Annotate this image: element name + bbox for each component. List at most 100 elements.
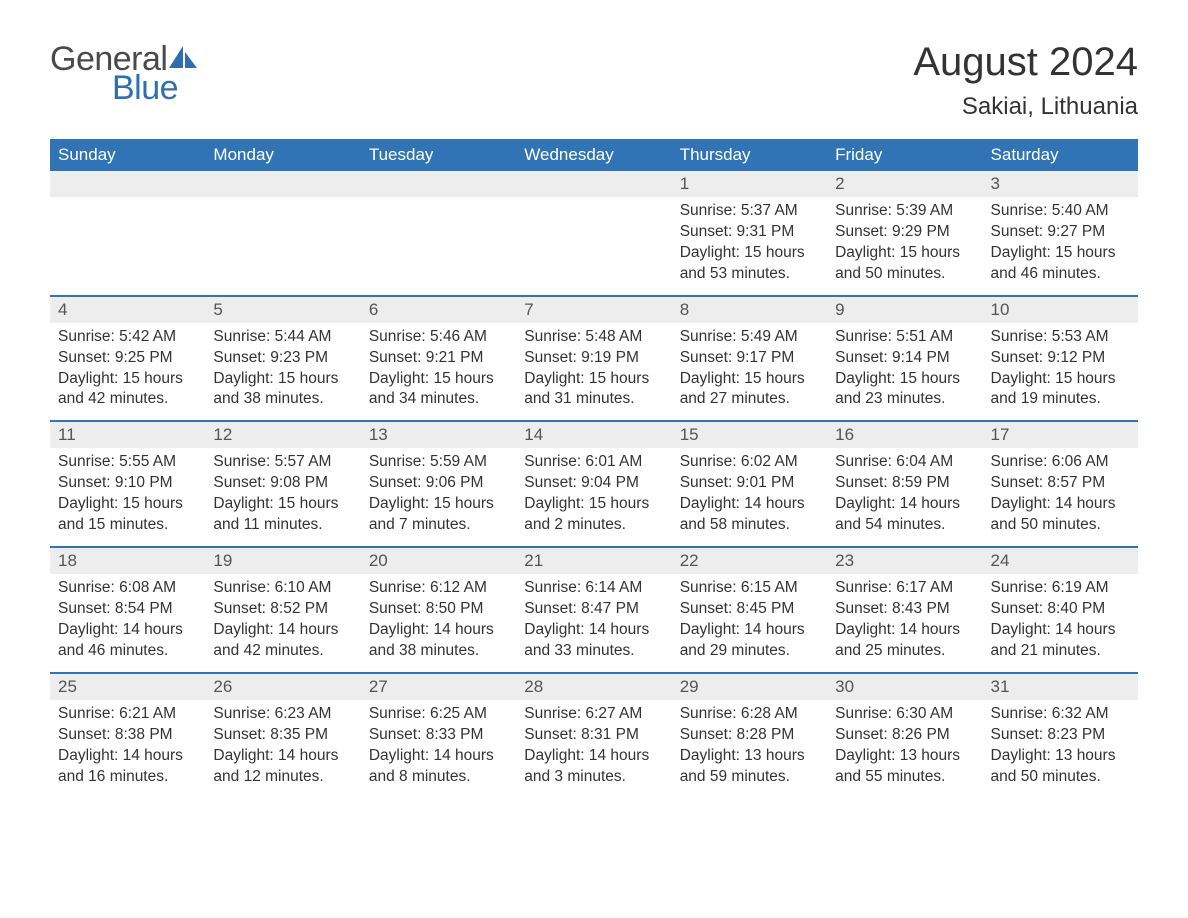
daylight2-line: and 3 minutes. [524,767,663,788]
sunset-line: Sunset: 9:17 PM [680,348,819,369]
day-number: 27 [361,674,516,700]
daylight2-line: and 50 minutes. [991,767,1130,788]
day-details: Sunrise: 6:06 AMSunset: 8:57 PMDaylight:… [983,448,1138,536]
day-details: Sunrise: 5:39 AMSunset: 9:29 PMDaylight:… [827,197,982,285]
day-number: 25 [50,674,205,700]
sunrise-line: Sunrise: 5:46 AM [369,327,508,348]
sunrise-line: Sunrise: 5:53 AM [991,327,1130,348]
sunrise-line: Sunrise: 6:27 AM [524,704,663,725]
daylight2-line: and 33 minutes. [524,641,663,662]
day-cell: 3Sunrise: 5:40 AMSunset: 9:27 PMDaylight… [983,171,1138,295]
day-cell [50,171,205,295]
day-cell: 4Sunrise: 5:42 AMSunset: 9:25 PMDaylight… [50,297,205,421]
daylight2-line: and 59 minutes. [680,767,819,788]
sunrise-line: Sunrise: 6:19 AM [991,578,1130,599]
day-cell: 7Sunrise: 5:48 AMSunset: 9:19 PMDaylight… [516,297,671,421]
day-number: 9 [827,297,982,323]
day-number: 6 [361,297,516,323]
sunset-line: Sunset: 8:54 PM [58,599,197,620]
sunset-line: Sunset: 9:19 PM [524,348,663,369]
daylight1-line: Daylight: 14 hours [991,620,1130,641]
daylight1-line: Daylight: 15 hours [524,369,663,390]
daylight2-line: and 12 minutes. [213,767,352,788]
day-number: 4 [50,297,205,323]
sunset-line: Sunset: 8:33 PM [369,725,508,746]
day-number: 3 [983,171,1138,197]
day-cell: 19Sunrise: 6:10 AMSunset: 8:52 PMDayligh… [205,548,360,672]
day-number: 2 [827,171,982,197]
daylight2-line: and 53 minutes. [680,264,819,285]
day-number: 31 [983,674,1138,700]
sunrise-line: Sunrise: 6:25 AM [369,704,508,725]
day-cell: 22Sunrise: 6:15 AMSunset: 8:45 PMDayligh… [672,548,827,672]
sunrise-line: Sunrise: 5:59 AM [369,452,508,473]
week-row: 25Sunrise: 6:21 AMSunset: 8:38 PMDayligh… [50,672,1138,798]
sunrise-line: Sunrise: 5:48 AM [524,327,663,348]
sunset-line: Sunset: 8:43 PM [835,599,974,620]
brand-word2: Blue [112,69,178,108]
weekday-header: Sunday [50,139,205,171]
sunset-line: Sunset: 8:40 PM [991,599,1130,620]
day-cell: 26Sunrise: 6:23 AMSunset: 8:35 PMDayligh… [205,674,360,798]
day-number: 10 [983,297,1138,323]
day-details: Sunrise: 6:32 AMSunset: 8:23 PMDaylight:… [983,700,1138,788]
sunrise-line: Sunrise: 5:57 AM [213,452,352,473]
daylight2-line: and 58 minutes. [680,515,819,536]
day-cell: 8Sunrise: 5:49 AMSunset: 9:17 PMDaylight… [672,297,827,421]
daylight1-line: Daylight: 14 hours [835,494,974,515]
day-cell: 9Sunrise: 5:51 AMSunset: 9:14 PMDaylight… [827,297,982,421]
day-cell: 14Sunrise: 6:01 AMSunset: 9:04 PMDayligh… [516,422,671,546]
sunset-line: Sunset: 9:10 PM [58,473,197,494]
daylight1-line: Daylight: 15 hours [213,494,352,515]
daylight2-line: and 29 minutes. [680,641,819,662]
sunrise-line: Sunrise: 5:42 AM [58,327,197,348]
daylight2-line: and 7 minutes. [369,515,508,536]
sunset-line: Sunset: 8:28 PM [680,725,819,746]
daylight2-line: and 55 minutes. [835,767,974,788]
day-cell: 10Sunrise: 5:53 AMSunset: 9:12 PMDayligh… [983,297,1138,421]
daylight1-line: Daylight: 14 hours [524,746,663,767]
day-number: 19 [205,548,360,574]
day-number [50,171,205,197]
day-number: 17 [983,422,1138,448]
page-header: General Blue August 2024 Sakiai, Lithuan… [50,40,1138,121]
day-number: 1 [672,171,827,197]
sunrise-line: Sunrise: 6:10 AM [213,578,352,599]
sunset-line: Sunset: 9:08 PM [213,473,352,494]
calendar: Sunday Monday Tuesday Wednesday Thursday… [50,139,1138,797]
daylight1-line: Daylight: 14 hours [991,494,1130,515]
day-cell: 15Sunrise: 6:02 AMSunset: 9:01 PMDayligh… [672,422,827,546]
day-number [361,171,516,197]
day-cell: 12 Sunrise: 5:57 AMSunset: 9:08 PMDayligh… [205,422,360,546]
daylight2-line: and 2 minutes. [524,515,663,536]
day-number: 8 [672,297,827,323]
daylight1-line: Daylight: 14 hours [213,620,352,641]
day-details: Sunrise: 5:59 AMSunset: 9:06 PMDaylight:… [361,448,516,536]
sunset-line: Sunset: 8:45 PM [680,599,819,620]
daylight1-line: Daylight: 13 hours [680,746,819,767]
day-details: Sunrise: 6:15 AMSunset: 8:45 PMDaylight:… [672,574,827,662]
sunrise-line: Sunrise: 6:15 AM [680,578,819,599]
day-number [516,171,671,197]
day-details: Sunrise: 5:48 AMSunset: 9:19 PMDaylight:… [516,323,671,411]
daylight1-line: Daylight: 15 hours [524,494,663,515]
day-details: Sunrise: 6:08 AMSunset: 8:54 PMDaylight:… [50,574,205,662]
sunrise-line: Sunrise: 5:55 AM [58,452,197,473]
sunrise-line: Sunrise: 6:01 AM [524,452,663,473]
day-number: 15 [672,422,827,448]
sunrise-line: Sunrise: 5:49 AM [680,327,819,348]
daylight2-line: and 34 minutes. [369,389,508,410]
sunrise-line: Sunrise: 6:02 AM [680,452,819,473]
day-number: 12 [205,422,360,448]
day-details: Sunrise: 5:55 AMSunset: 9:10 PMDaylight:… [50,448,205,536]
calendar-body: 1Sunrise: 5:37 AMSunset: 9:31 PMDaylight… [50,171,1138,797]
daylight1-line: Daylight: 15 hours [835,369,974,390]
sunset-line: Sunset: 8:50 PM [369,599,508,620]
daylight2-line: and 23 minutes. [835,389,974,410]
sunset-line: Sunset: 8:57 PM [991,473,1130,494]
week-row: 1Sunrise: 5:37 AMSunset: 9:31 PMDaylight… [50,171,1138,295]
day-cell: 13Sunrise: 5:59 AMSunset: 9:06 PMDayligh… [361,422,516,546]
sunrise-line: Sunrise: 5:39 AM [835,201,974,222]
daylight2-line: and 19 minutes. [991,389,1130,410]
day-cell: 6Sunrise: 5:46 AMSunset: 9:21 PMDaylight… [361,297,516,421]
